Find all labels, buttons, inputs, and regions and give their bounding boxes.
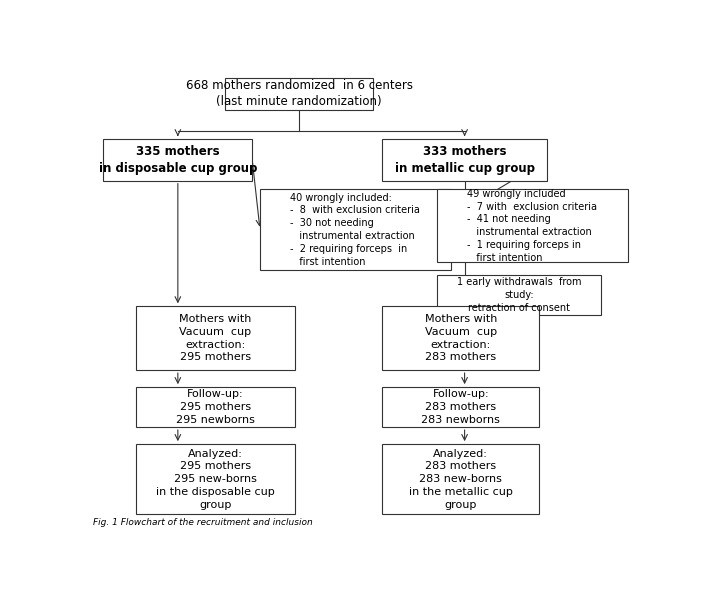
Text: Follow-up:
295 mothers
295 newborns: Follow-up: 295 mothers 295 newborns [176,389,255,425]
FancyBboxPatch shape [136,387,295,427]
FancyBboxPatch shape [136,444,295,514]
Text: Fig. 1 Flowchart of the recruitment and inclusion: Fig. 1 Flowchart of the recruitment and … [93,518,313,527]
FancyBboxPatch shape [382,139,547,181]
FancyBboxPatch shape [382,387,539,427]
Text: 333 mothers
in metallic cup group: 333 mothers in metallic cup group [395,145,535,175]
Text: 49 wrongly included
-  7 with  exclusion criteria
-  41 not needing
   instrumen: 49 wrongly included - 7 with exclusion c… [468,189,597,263]
Text: 668 mothers randomized  in 6 centers
(last minute randomization): 668 mothers randomized in 6 centers (las… [185,79,412,108]
Text: Mothers with
Vacuum  cup
extraction:
295 mothers: Mothers with Vacuum cup extraction: 295 … [179,314,251,362]
FancyBboxPatch shape [437,275,601,315]
Text: Analyzed:
295 mothers
295 new-borns
in the disposable cup
group: Analyzed: 295 mothers 295 new-borns in t… [156,449,275,510]
FancyBboxPatch shape [225,77,373,110]
Text: Mothers with
Vacuum  cup
extraction:
283 mothers: Mothers with Vacuum cup extraction: 283 … [425,314,497,362]
FancyBboxPatch shape [382,444,539,514]
FancyBboxPatch shape [382,306,539,370]
FancyBboxPatch shape [136,306,295,370]
Text: Analyzed:
283 mothers
283 new-borns
in the metallic cup
group: Analyzed: 283 mothers 283 new-borns in t… [409,449,513,510]
FancyBboxPatch shape [103,139,252,181]
FancyBboxPatch shape [437,189,628,262]
Text: 1 early withdrawals  from
study:
retraction of consent: 1 early withdrawals from study: retracti… [457,277,581,313]
Text: Follow-up:
283 mothers
283 newborns: Follow-up: 283 mothers 283 newborns [421,389,500,425]
Text: 40 wrongly included:
-  8  with exclusion criteria
-  30 not needing
   instrume: 40 wrongly included: - 8 with exclusion … [291,193,420,267]
Text: 335 mothers
in disposable cup group: 335 mothers in disposable cup group [99,145,257,175]
FancyBboxPatch shape [260,189,450,270]
